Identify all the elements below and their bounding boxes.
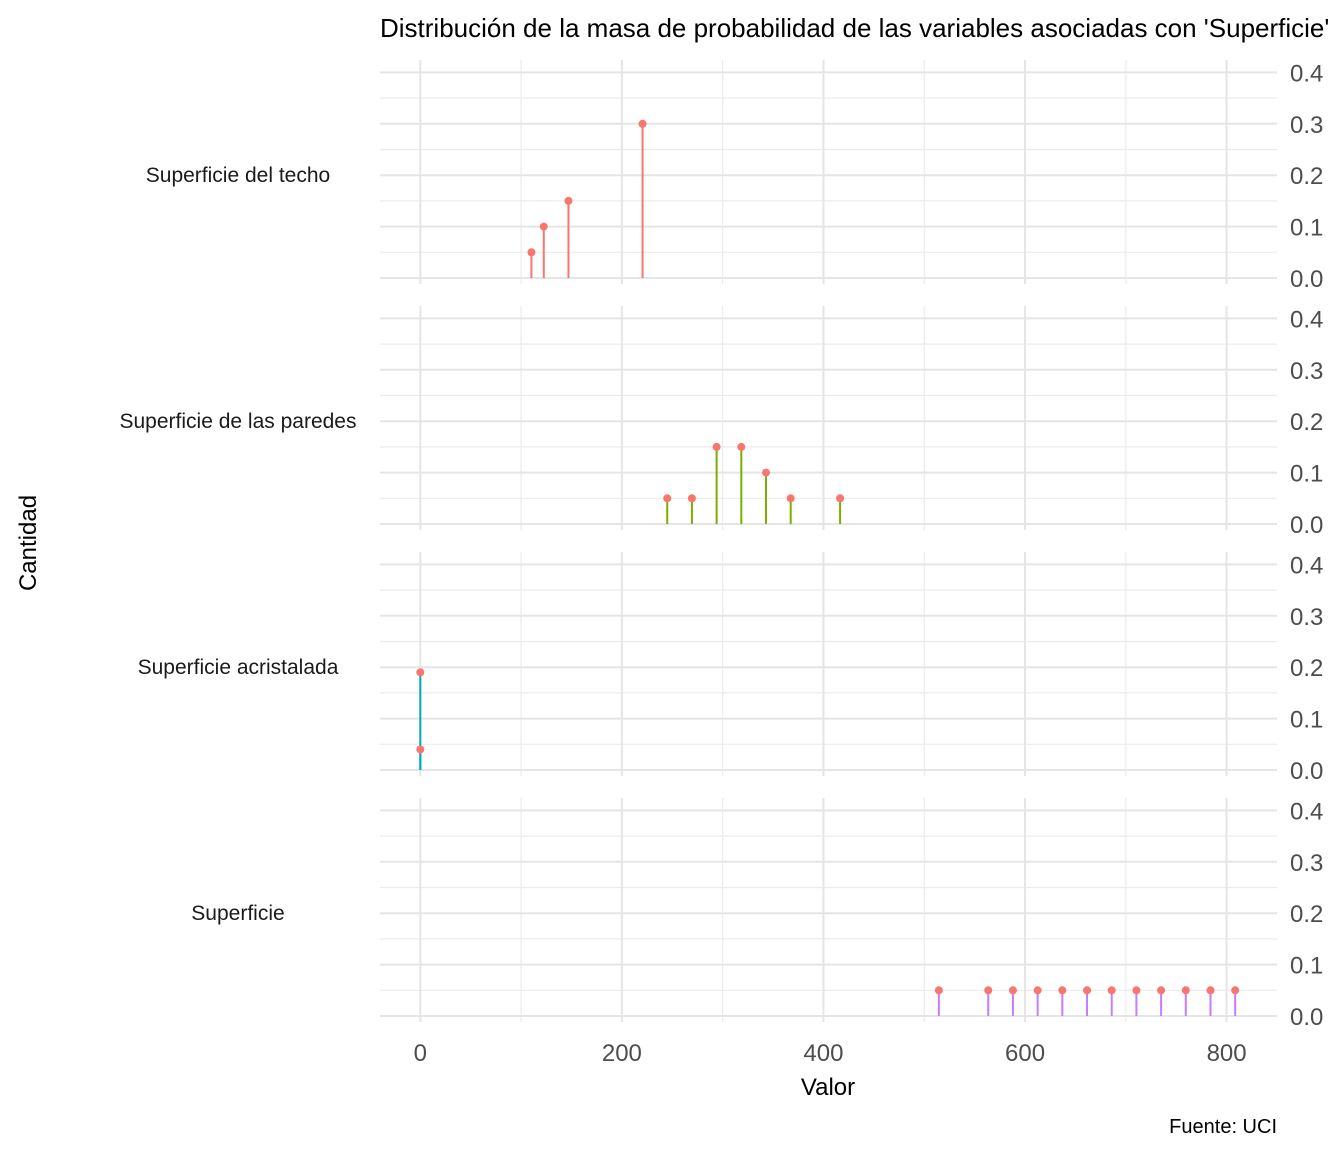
data-point (786, 494, 795, 503)
y-tick-label: 0.0 (1290, 266, 1323, 293)
data-point (712, 442, 721, 451)
data-point (1231, 986, 1240, 995)
data-point (762, 468, 771, 477)
x-tick-label: 0 (414, 1040, 427, 1067)
data-point (687, 494, 696, 503)
data-point (737, 442, 746, 451)
y-tick-label: 0.1 (1290, 953, 1323, 980)
data-point (1083, 986, 1092, 995)
x-tick-label: 200 (602, 1040, 642, 1067)
y-tick-label: 0.2 (1290, 655, 1323, 682)
data-point (416, 668, 425, 677)
facet-label: Superficie de las paredes (120, 410, 357, 433)
facet-panel: 0.0 0.1 0.2 0.3 0.4 Superficie (191, 798, 1323, 1031)
y-tick-label: 0.4 (1290, 798, 1323, 825)
y-tick-label: 0.0 (1290, 758, 1323, 785)
x-tick-label: 400 (803, 1040, 843, 1067)
facet-panel: 0.0 0.1 0.2 0.3 0.4 Superficie de las paredes (120, 306, 1323, 539)
data-point (984, 986, 993, 995)
data-point (934, 986, 943, 995)
data-point (416, 745, 425, 754)
data-point (1181, 986, 1190, 995)
y-tick-label: 0.3 (1290, 604, 1323, 631)
y-tick-label: 0.0 (1290, 1004, 1323, 1031)
y-tick-label: 0.1 (1290, 707, 1323, 734)
x-tick-label: 800 (1207, 1040, 1247, 1067)
data-point (1132, 986, 1141, 995)
y-tick-label: 0.3 (1290, 850, 1323, 877)
data-point (527, 248, 536, 257)
y-tick-label: 0.3 (1290, 112, 1323, 139)
y-tick-label: 0.0 (1290, 512, 1323, 539)
facet-label: Superficie (191, 902, 284, 925)
facet-label: Superficie acristalada (138, 656, 339, 679)
data-point (1206, 986, 1215, 995)
facet-panel: 0.0 0.1 0.2 0.3 0.4 Superficie acristalada (138, 552, 1323, 785)
y-tick-label: 0.4 (1290, 60, 1323, 87)
y-tick-label: 0.1 (1290, 215, 1323, 242)
data-point (1107, 986, 1116, 995)
x-axis-title: Valor (801, 1074, 855, 1101)
chart-caption: Fuente: UCI (1169, 1116, 1277, 1138)
y-tick-label: 0.2 (1290, 163, 1323, 190)
facet-panel: 0.0 0.1 0.2 0.3 0.4 Superficie del techo (146, 60, 1323, 293)
data-point (638, 119, 647, 128)
data-point (1157, 986, 1166, 995)
y-tick-label: 0.2 (1290, 901, 1323, 928)
data-point (663, 494, 672, 503)
y-tick-label: 0.1 (1290, 461, 1323, 488)
y-tick-label: 0.4 (1290, 552, 1323, 579)
data-point (1008, 986, 1017, 995)
y-tick-label: 0.3 (1290, 358, 1323, 385)
y-tick-label: 0.4 (1290, 306, 1323, 333)
data-point (836, 494, 845, 503)
x-tick-label: 600 (1005, 1040, 1045, 1067)
data-point (1058, 986, 1067, 995)
data-point (539, 222, 548, 231)
facet-label: Superficie del techo (146, 164, 330, 187)
y-axis-title: Cantidad (15, 495, 42, 591)
x-axis-ticks: 0 200 400 600 800 (414, 1040, 1247, 1067)
y-tick-label: 0.2 (1290, 409, 1323, 436)
chart-title: Distribución de la masa de probabilidad … (380, 13, 1329, 43)
data-point (564, 196, 573, 205)
data-point (1033, 986, 1042, 995)
